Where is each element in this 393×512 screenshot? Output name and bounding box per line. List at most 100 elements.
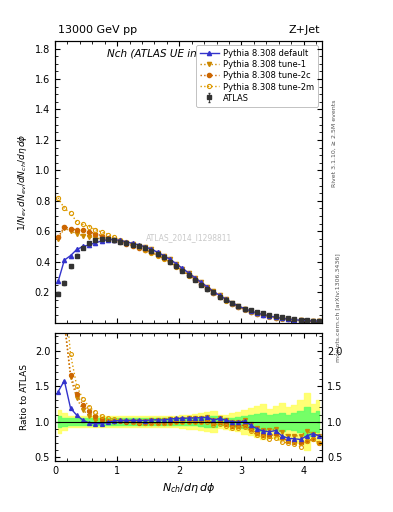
Pythia 8.308 tune-2c [279,315,284,322]
Pythia 8.308 tune-2c [81,227,85,233]
Pythia 8.308 tune-2c [292,317,297,323]
Pythia 8.308 tune-2m [298,317,303,324]
Pythia 8.308 default [130,240,135,246]
Pythia 8.308 tune-2m [267,314,272,320]
Line: Pythia 8.308 default: Pythia 8.308 default [56,238,321,324]
Pythia 8.308 tune-1 [136,243,141,249]
Pythia 8.308 default [99,238,104,244]
Pythia 8.308 default [317,318,321,325]
Pythia 8.308 tune-2c [74,227,79,233]
Pythia 8.308 tune-1 [199,280,204,286]
Pythia 8.308 tune-2c [267,313,272,319]
Pythia 8.308 tune-1 [317,318,321,325]
Pythia 8.308 tune-2c [168,259,173,265]
Pythia 8.308 default [211,288,216,294]
Pythia 8.308 tune-1 [298,317,303,323]
Pythia 8.308 tune-2c [174,263,178,269]
Pythia 8.308 tune-1 [112,237,116,243]
Pythia 8.308 default [124,239,129,245]
Pythia 8.308 tune-2c [298,317,303,324]
Pythia 8.308 tune-2c [186,272,191,278]
Pythia 8.308 tune-1 [105,237,110,243]
Pythia 8.308 default [310,318,315,324]
Pythia 8.308 tune-1 [211,288,216,294]
Pythia 8.308 tune-2m [149,249,154,255]
Pythia 8.308 tune-2c [136,245,141,251]
Pythia 8.308 tune-2c [124,241,129,247]
Pythia 8.308 default [93,240,98,246]
Pythia 8.308 tune-2c [149,249,154,255]
Pythia 8.308 default [199,280,204,286]
Pythia 8.308 tune-1 [149,246,154,252]
Pythia 8.308 tune-1 [74,230,79,237]
Pythia 8.308 tune-1 [236,303,241,309]
Pythia 8.308 tune-2m [174,264,178,270]
Pythia 8.308 tune-2m [310,318,315,324]
Pythia 8.308 tune-2c [130,243,135,249]
Pythia 8.308 tune-2c [217,293,222,300]
Pythia 8.308 tune-2m [279,316,284,322]
Pythia 8.308 tune-2m [81,221,85,227]
Pythia 8.308 tune-1 [255,310,259,316]
Pythia 8.308 tune-2c [193,276,197,283]
Line: Pythia 8.308 tune-1: Pythia 8.308 tune-1 [56,226,321,324]
Pythia 8.308 default [112,237,116,243]
Pythia 8.308 tune-2c [155,252,160,259]
Pythia 8.308 tune-1 [242,306,247,312]
Pythia 8.308 tune-1 [162,252,166,259]
Pythia 8.308 tune-1 [143,244,147,250]
Pythia 8.308 tune-2c [162,255,166,262]
Pythia 8.308 tune-2c [99,233,104,239]
Pythia 8.308 tune-2m [143,247,147,253]
Pythia 8.308 tune-2m [286,316,290,323]
Pythia 8.308 default [242,306,247,312]
Pythia 8.308 default [162,252,166,259]
Pythia 8.308 tune-2m [105,231,110,238]
Pythia 8.308 tune-1 [118,238,123,244]
Pythia 8.308 tune-2c [56,234,61,241]
Pythia 8.308 default [230,300,235,306]
Pythia 8.308 tune-1 [93,235,98,241]
Pythia 8.308 default [298,317,303,324]
Pythia 8.308 tune-2m [230,302,235,308]
Pythia 8.308 tune-2m [74,219,79,225]
Pythia 8.308 tune-1 [248,308,253,314]
Pythia 8.308 tune-2m [112,234,116,241]
Pythia 8.308 default [118,237,123,243]
Pythia 8.308 tune-1 [81,233,85,239]
Text: Rivet 3.1.10, ≥ 2.5M events: Rivet 3.1.10, ≥ 2.5M events [332,100,337,187]
Pythia 8.308 tune-2m [261,312,266,318]
Pythia 8.308 tune-2m [124,239,129,245]
Pythia 8.308 default [224,296,228,303]
Pythia 8.308 default [74,246,79,252]
Pythia 8.308 tune-2m [224,298,228,304]
Pythia 8.308 tune-2m [304,318,309,324]
Pythia 8.308 tune-2m [162,255,166,262]
Pythia 8.308 tune-2c [118,239,123,245]
Pythia 8.308 tune-1 [174,261,178,267]
Pythia 8.308 tune-2c [248,309,253,315]
Pythia 8.308 tune-2c [180,267,185,273]
Pythia 8.308 tune-2m [56,195,61,201]
Pythia 8.308 tune-2m [242,307,247,313]
Pythia 8.308 default [255,310,259,316]
Text: 13000 GeV pp: 13000 GeV pp [58,25,137,35]
Pythia 8.308 tune-1 [56,236,61,242]
Pythia 8.308 default [205,284,209,290]
Pythia 8.308 default [267,313,272,319]
Pythia 8.308 tune-2m [68,210,73,216]
Y-axis label: $1/N_{ev}\,dN_{ev}/dN_{ch}/d\eta\,d\phi$: $1/N_{ev}\,dN_{ev}/dN_{ch}/d\eta\,d\phi$ [16,133,29,230]
Pythia 8.308 tune-1 [310,318,315,324]
Pythia 8.308 tune-1 [292,316,297,323]
Pythia 8.308 tune-2c [205,285,209,291]
Pythia 8.308 tune-1 [261,311,266,317]
Pythia 8.308 default [155,249,160,255]
Legend: Pythia 8.308 default, Pythia 8.308 tune-1, Pythia 8.308 tune-2c, Pythia 8.308 tu: Pythia 8.308 default, Pythia 8.308 tune-… [196,45,318,107]
Pythia 8.308 default [261,312,266,318]
Pythia 8.308 tune-1 [87,233,92,240]
Pythia 8.308 tune-1 [193,274,197,281]
Pythia 8.308 default [304,317,309,324]
Pythia 8.308 default [292,316,297,323]
Pythia 8.308 default [105,237,110,243]
Pythia 8.308 tune-1 [130,241,135,247]
